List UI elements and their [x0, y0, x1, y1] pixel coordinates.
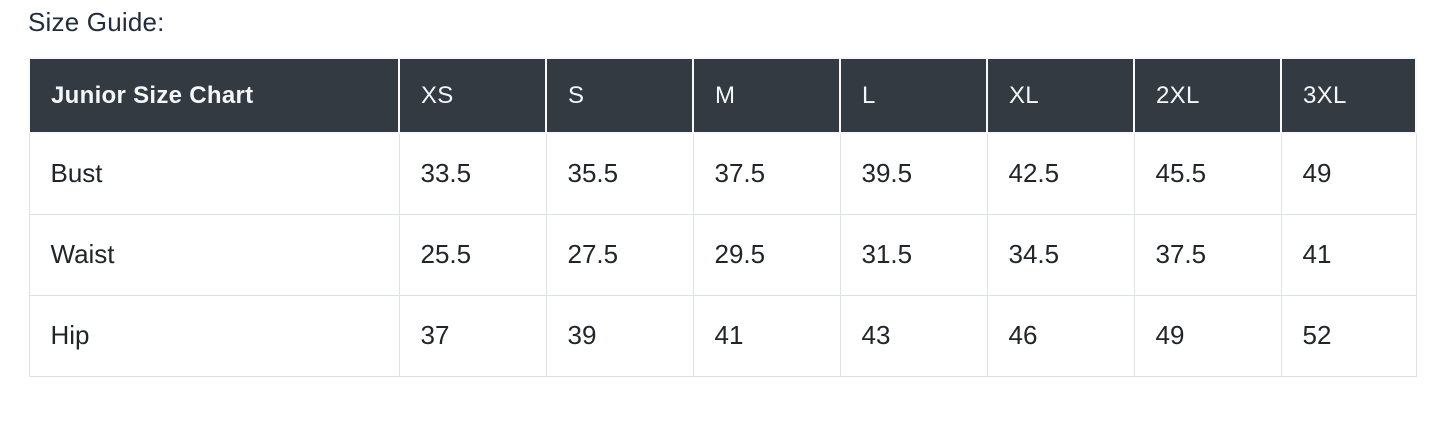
size-value: 25.5	[398, 213, 547, 296]
size-chart-table: Junior Size Chart XS S M L XL 2XL 3XL Bu…	[28, 57, 1417, 377]
size-value: 45.5	[1133, 132, 1282, 215]
column-header-2xl: 2XL	[1133, 57, 1282, 135]
size-value: 37	[398, 294, 547, 377]
column-header-m: M	[692, 57, 841, 135]
size-value: 29.5	[692, 213, 841, 296]
page-title: Size Guide:	[28, 7, 165, 37]
size-value: 52	[1280, 294, 1417, 377]
column-header-s: S	[545, 57, 694, 135]
column-header-xl: XL	[986, 57, 1135, 135]
column-header-xs: XS	[398, 57, 547, 135]
size-value: 37.5	[692, 132, 841, 215]
size-value: 35.5	[545, 132, 694, 215]
size-value: 41	[692, 294, 841, 377]
size-value: 27.5	[545, 213, 694, 296]
column-header-3xl: 3XL	[1280, 57, 1417, 135]
size-value: 49	[1280, 132, 1417, 215]
size-value: 39.5	[839, 132, 988, 215]
row-label: Bust	[28, 132, 400, 215]
table-row-hip: Hip 37 39 41 43 46 49 52	[28, 294, 1417, 377]
row-label: Hip	[28, 294, 400, 377]
column-header-chart-title: Junior Size Chart	[28, 57, 400, 135]
size-value: 37.5	[1133, 213, 1282, 296]
table-row-waist: Waist 25.5 27.5 29.5 31.5 34.5 37.5 41	[28, 213, 1417, 296]
size-value: 43	[839, 294, 988, 377]
size-value: 42.5	[986, 132, 1135, 215]
size-value: 34.5	[986, 213, 1135, 296]
size-value: 46	[986, 294, 1135, 377]
size-value: 33.5	[398, 132, 547, 215]
size-value: 49	[1133, 294, 1282, 377]
size-value: 41	[1280, 213, 1417, 296]
table-row-bust: Bust 33.5 35.5 37.5 39.5 42.5 45.5 49	[28, 132, 1417, 215]
row-label: Waist	[28, 213, 400, 296]
table-header-row: Junior Size Chart XS S M L XL 2XL 3XL	[28, 57, 1417, 135]
size-value: 39	[545, 294, 694, 377]
size-value: 31.5	[839, 213, 988, 296]
column-header-l: L	[839, 57, 988, 135]
